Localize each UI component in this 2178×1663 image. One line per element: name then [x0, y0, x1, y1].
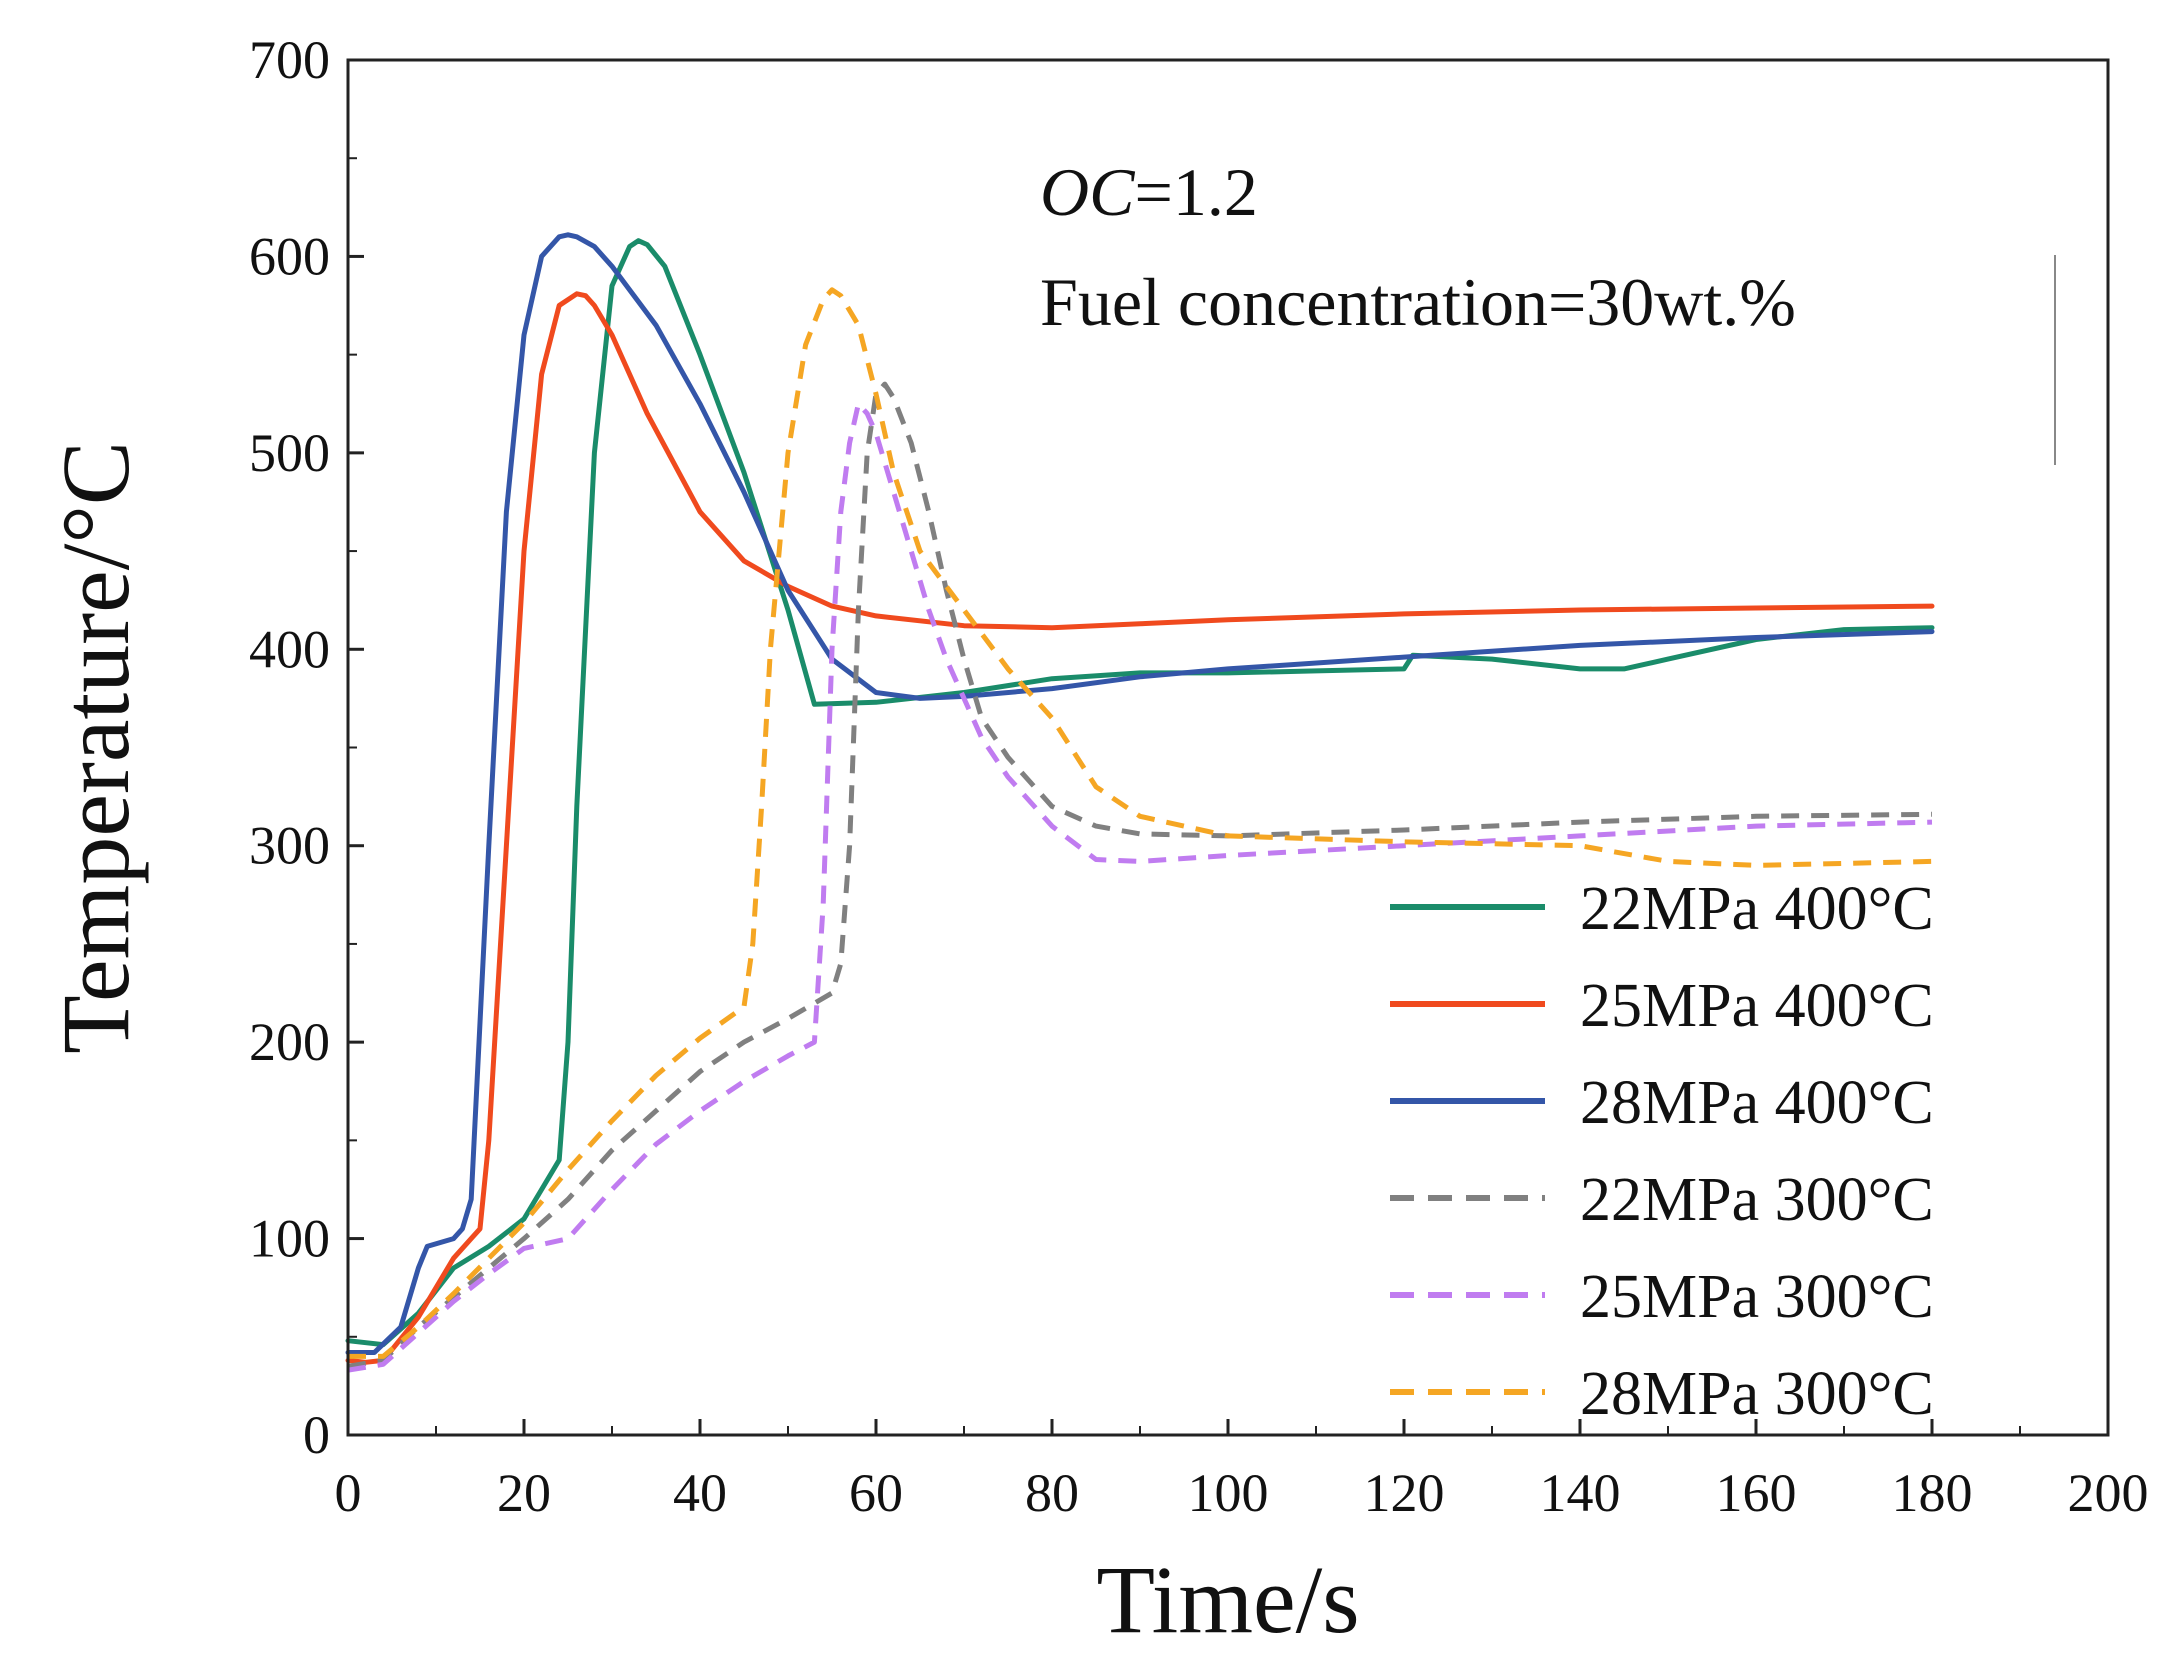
series-line-5: [347, 401, 1933, 1373]
x-tick-label: 80: [1025, 1463, 1079, 1523]
plot-frame: [346, 58, 2110, 1437]
x-tick-label: 140: [1540, 1463, 1621, 1523]
x-tick-label: 20: [497, 1463, 551, 1523]
series-line-2: [345, 291, 1935, 1365]
legend-label-2: 25MPa 400°C: [1580, 972, 1934, 1040]
annotation-oc: OC=1.2: [1040, 154, 1258, 230]
x-tick-label: 0: [335, 1463, 362, 1523]
y-tick-label: 200: [249, 1012, 330, 1072]
x-tick-label: 180: [1892, 1463, 1973, 1523]
x-tick-label: 100: [1188, 1463, 1269, 1523]
legend: 22MPa 400°C 25MPa 400°C 28MPa 400°C 22MPa 3…: [1390, 875, 1934, 1428]
legend-label-3: 28MPa 400°C: [1580, 1069, 1934, 1137]
x-tick-label: 120: [1364, 1463, 1445, 1523]
y-tick-label: 100: [249, 1209, 330, 1269]
x-tick-label: 160: [1716, 1463, 1797, 1523]
annotation-oc-value: =1.2: [1134, 154, 1257, 230]
x-tick-label: 200: [2068, 1463, 2149, 1523]
annotation-oc-italic: OC: [1040, 154, 1135, 230]
y-tick-label: 400: [249, 619, 330, 679]
series-line-3: [345, 232, 1935, 1355]
legend-label-4: 22MPa 300°C: [1580, 1166, 1934, 1234]
tick-labels-group: 0 20 40 60 80 100 120 140 160 180 200 0 100 200 300 400…: [249, 30, 2149, 1523]
legend-label-1: 22MPa 400°C: [1580, 875, 1934, 943]
y-axis-title: Temperature/°C: [42, 441, 149, 1054]
y-tick-label: 0: [303, 1405, 330, 1465]
x-axis-title: Time/s: [1096, 1546, 1359, 1653]
y-tick-label: 300: [249, 816, 330, 876]
series-line-4: [347, 381, 1933, 1369]
y-tick-label: 500: [249, 423, 330, 483]
y-tick-label: 700: [249, 30, 330, 90]
legend-label-6: 28MPa 300°C: [1580, 1360, 1934, 1428]
x-tick-label: 40: [673, 1463, 727, 1523]
series-line-1: [345, 238, 1935, 1348]
x-tick-label: 60: [849, 1463, 903, 1523]
legend-label-5: 25MPa 300°C: [1580, 1263, 1934, 1331]
y-tick-label: 600: [249, 226, 330, 286]
annotation-fuel-concentration: Fuel concentration=30wt.%: [1040, 264, 1796, 340]
series-group: [345, 232, 1935, 1373]
